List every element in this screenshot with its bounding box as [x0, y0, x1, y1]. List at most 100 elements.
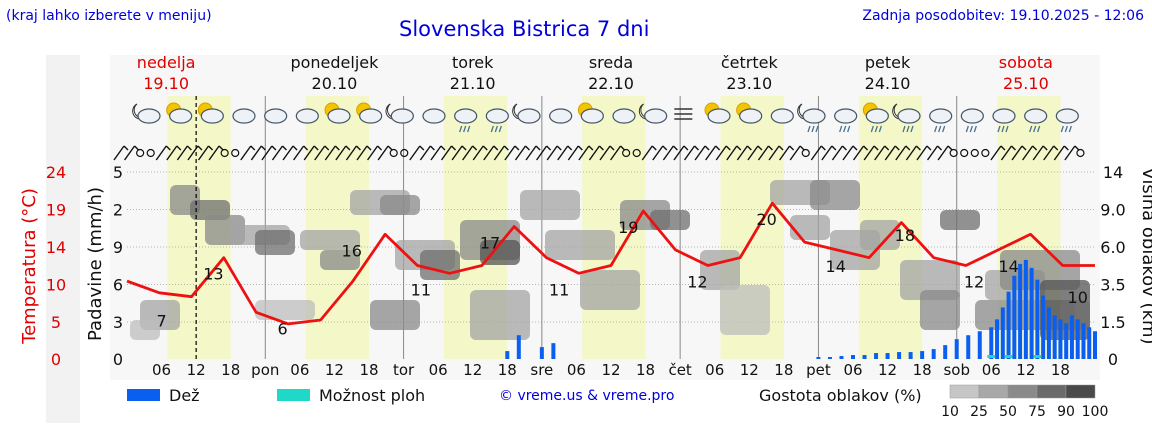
cloud-height-tick: 9.0 — [1100, 201, 1125, 220]
wind-barb-icon — [324, 145, 330, 151]
precipitation-bar — [1069, 315, 1074, 359]
cloud-icon — [707, 108, 731, 124]
precipitation-bar — [920, 351, 925, 359]
precipitation-bar — [1081, 323, 1086, 359]
wind-barb-icon — [799, 145, 805, 151]
wind-barb-icon — [409, 145, 425, 161]
temperature-label: 12 — [687, 273, 707, 292]
day-name: sobota — [999, 53, 1053, 72]
cloud-icon — [264, 108, 288, 124]
wind-barb-icon — [345, 145, 361, 161]
wind-barb-icon — [493, 145, 505, 161]
wind-calm-icon — [220, 148, 229, 158]
wind-barb-icon — [1043, 145, 1059, 161]
wind-barb-icon — [409, 145, 421, 161]
wind-barb-icon — [578, 145, 590, 161]
cloud-rain-icon — [929, 108, 953, 133]
menu-hint[interactable]: (kraj lahko izberete v meniju) — [6, 8, 212, 24]
cloud-icon — [960, 108, 984, 124]
precipitation-bar — [1087, 327, 1092, 359]
x-tick-label: sre — [530, 361, 553, 379]
precipitation-tick: 9 — [113, 238, 123, 257]
wind-barb-icon — [1021, 145, 1027, 151]
wind-barb-icon — [493, 145, 509, 161]
cloud-icon — [897, 108, 921, 124]
wind-barb-icon — [546, 145, 558, 161]
temperature-label: 12 — [964, 273, 984, 292]
cloud-cell — [650, 210, 690, 230]
cloud-icon — [770, 108, 794, 124]
density-scale-tick: 100 — [1082, 404, 1109, 420]
precipitation-bar — [897, 352, 902, 359]
rain-drop-icon — [1064, 125, 1068, 133]
wind-barb-icon — [820, 145, 826, 151]
temperature-tick: 5 — [51, 313, 61, 332]
rain-drop-icon — [1029, 125, 1033, 133]
precipitation-bar — [1075, 319, 1080, 359]
cloud-cell — [130, 320, 160, 340]
wind-barb-icon — [567, 145, 579, 161]
wind-barb-icon — [419, 145, 435, 161]
wind-barb-icon — [947, 145, 953, 151]
temperature-label: 18 — [895, 226, 915, 245]
wind-barb-icon — [746, 145, 752, 151]
rain-drop-icon — [463, 125, 467, 133]
fog-icon — [674, 108, 693, 120]
cloud-icon — [327, 108, 351, 124]
wind-calm-icon — [632, 148, 641, 158]
rain-drop-icon — [494, 125, 498, 133]
cloud-icon — [169, 108, 193, 124]
x-tick-label: 06 — [152, 361, 171, 379]
wind-barb-icon — [598, 145, 604, 151]
precipitation-bar — [1029, 267, 1034, 359]
wind-barb-icon — [937, 145, 953, 161]
precipitation-bar — [966, 335, 971, 359]
wind-barb-icon — [240, 145, 252, 161]
day-name: sreda — [589, 53, 633, 72]
wind-barb-icon — [166, 145, 182, 161]
wind-barb-icon — [282, 145, 298, 161]
wind-barb-icon — [155, 145, 171, 161]
wind-calm-icon — [231, 148, 240, 158]
precipitation-bar — [874, 353, 879, 359]
cloud-cell — [545, 230, 615, 260]
copyright-link[interactable]: © vreme.us & vreme.pro — [499, 388, 675, 404]
rain-drop-icon — [467, 125, 471, 133]
wind-barb-icon — [271, 145, 277, 151]
wind-barb-icon — [567, 145, 583, 161]
wind-barb-icon — [155, 145, 167, 161]
wind-barb-icon — [461, 145, 467, 151]
precipitation-bar — [551, 343, 556, 359]
day-date: 19.10 — [143, 74, 189, 93]
cloud-rain-icon — [1055, 108, 1079, 133]
day-date: 24.10 — [865, 74, 911, 93]
wind-barb-icon — [429, 145, 435, 151]
rain-drop-icon — [815, 125, 819, 133]
wind-calm-icon — [622, 148, 631, 158]
wind-barb-icon — [588, 145, 601, 161]
wind-barb-icon — [377, 145, 393, 161]
wind-calm-icon — [400, 148, 409, 158]
sun-cloud-icon — [324, 102, 351, 124]
wind-barb-icon — [218, 145, 224, 151]
x-tick-label: 12 — [1016, 361, 1035, 379]
wind-barb-icon — [874, 145, 890, 161]
wind-barb-icon — [482, 145, 488, 151]
wind-barb-icon — [303, 145, 315, 161]
cloud-icon — [549, 108, 573, 124]
precipitation-bar — [885, 353, 890, 359]
cloud-height-tick: 0 — [1108, 350, 1118, 369]
wind-calm-icon — [960, 148, 969, 158]
cloud-icon — [612, 108, 636, 124]
rain-drop-icon — [807, 125, 811, 133]
x-tick-label: 06 — [982, 361, 1001, 379]
cloud-icon — [295, 108, 319, 124]
wind-barb-icon — [768, 145, 780, 161]
wind-barb-icon — [694, 145, 710, 161]
temperature-label: 14 — [998, 257, 1018, 276]
wind-barb-icon — [1064, 145, 1076, 161]
wind-barb-icon — [1011, 145, 1023, 161]
wind-barb-icon — [726, 145, 738, 161]
wind-barb-icon — [757, 145, 770, 161]
cloud-height-tick: 14 — [1103, 163, 1123, 182]
